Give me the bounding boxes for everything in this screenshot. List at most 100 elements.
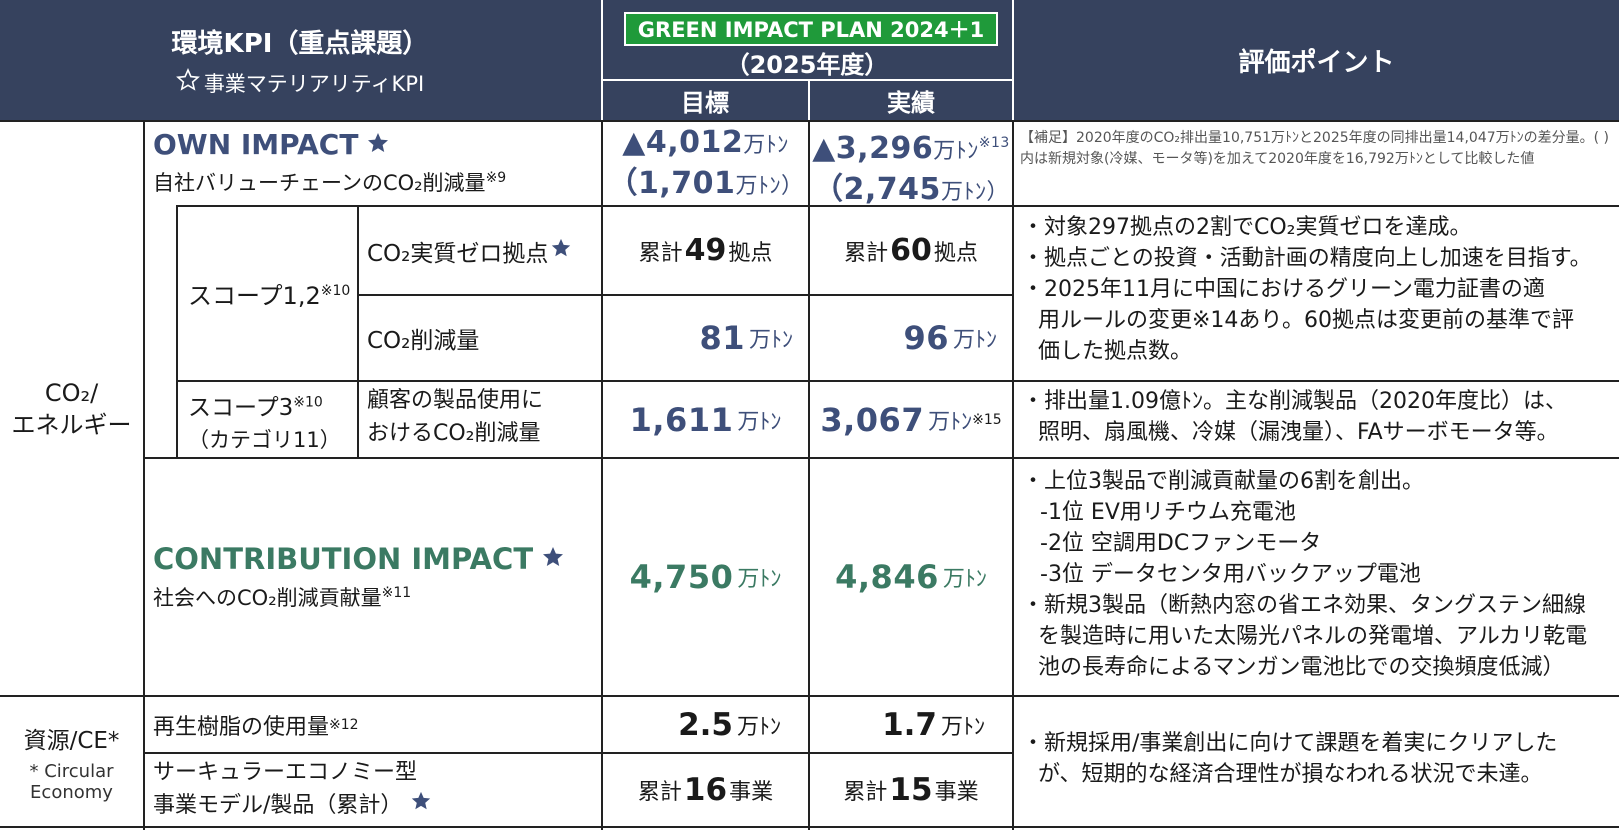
scope3-actual-note: ※15	[972, 411, 1002, 428]
scope3-note: ※10	[293, 394, 323, 411]
category-resource-label: 資源/CE*	[23, 727, 120, 754]
resource-eval: ・新規採用/事業創出に向けて課題を着実にクリアした が、短期的な経済合理性が損な…	[1022, 728, 1614, 798]
scope12-row1-actual-value: 60	[890, 233, 932, 268]
star-icon	[550, 237, 572, 265]
column-eval: 評価ポイント	[1238, 47, 1395, 78]
contribution-eval-line: -1位 EV用リチウム充電池	[1040, 500, 1296, 525]
category-co2: CO₂/ エネルギー	[0, 122, 143, 695]
row-divider	[176, 380, 1619, 382]
scope3-actual: 3,067 万ﾄﾝ ※15	[810, 382, 1012, 457]
contribution-eval-line: 池の長寿命によるマンガン電池比での交換頻度低減）	[1038, 655, 1565, 680]
scope12-note: ※10	[320, 283, 351, 299]
own-actual-note: ※13	[978, 135, 1010, 151]
resin-target: 2.5 万ﾄﾝ	[603, 697, 781, 752]
resource-eval-line2: が、短期的な経済合理性が損なわれる状況で未達。	[1038, 762, 1543, 787]
own-target-sub: （1,701	[607, 166, 736, 201]
scope12-row2-target-unit: 万ﾄﾝ	[748, 328, 793, 353]
col-divider	[1012, 120, 1014, 830]
contribution-eval-line: を製造時に用いた太陽光パネルの発電増、アルカリ乾電	[1038, 624, 1588, 649]
contribution-cell: CONTRIBUTION IMPACT 社会へのCO₂削減貢献量※11	[153, 459, 601, 695]
header-divider	[808, 80, 810, 120]
star-icon	[366, 131, 390, 159]
row-divider	[0, 826, 1619, 828]
scope12-row1-actual-prefix: 累計	[844, 240, 889, 266]
contribution-actual-unit: 万ﾄﾝ	[942, 567, 987, 592]
own-impact-cell: OWN IMPACT 自社バリューチェーンのCO₂削減量※9	[153, 128, 601, 206]
plan-badge: GREEN IMPACT PLAN 2024＋1	[624, 12, 998, 46]
header-divider	[1012, 0, 1014, 120]
scope12-eval-line: ・2025年11月に中国におけるグリーン電力証書の適	[1022, 277, 1545, 302]
own-target-value: ▲4,012	[622, 125, 744, 160]
scope12-eval-line: ・拠点ごとの投資・活動計画の精度向上し加速を目指す。	[1022, 246, 1592, 271]
scope12-row1-item-text: CO₂実質ゼロ拠点	[367, 240, 549, 267]
circular-actual-unit: 事業	[934, 780, 979, 805]
category-resource: 資源/CE* * Circular Economy	[0, 697, 143, 826]
scope12-row1-target: 累計 49 拠点	[603, 207, 808, 294]
circular-target-value: 16	[683, 772, 728, 808]
contribution-actual: 4,846 万ﾄﾝ	[810, 459, 1012, 695]
own-actual-sub: （2,745	[813, 172, 941, 207]
resin-item: 再生樹脂の使用量 ※12	[153, 697, 601, 752]
scope3-actual-unit: 万ﾄﾝ	[928, 409, 973, 435]
scope3-eval-line: ・排出量1.09億ﾄﾝ。主な削減製品（2020年度比）は、	[1022, 389, 1567, 414]
header-divider	[602, 79, 1012, 81]
row-divider	[0, 695, 1619, 697]
contribution-eval-line: -2位 空調用DCファンモータ	[1040, 531, 1322, 556]
kpi-subtitle-row: 事業マテリアリティKPI	[175, 68, 424, 98]
header-divider	[601, 0, 603, 120]
scope12-row2-actual-value: 96	[903, 319, 949, 357]
scope3-eval-line: 照明、扇風機、冷媒（漏洩量）、FAサーボモータ等。	[1038, 420, 1559, 445]
contribution-target-value: 4,750	[629, 558, 734, 596]
resin-actual-unit: 万ﾄﾝ	[940, 714, 985, 740]
scope12-row2-actual: 96 万ﾄﾝ	[810, 296, 997, 380]
resin-note: ※12	[329, 716, 359, 733]
star-outline-icon	[175, 68, 200, 97]
scope3-eval: ・排出量1.09億ﾄﾝ。主な削減製品（2020年度比）は、 照明、扇風機、冷媒（…	[1022, 386, 1614, 456]
scope3-category: （カテゴリ11）	[188, 428, 341, 452]
scope12-row1-actual-unit: 拠点	[933, 240, 978, 266]
row-divider	[176, 205, 1619, 207]
scope12-row1-actual: 累計 60 拠点	[810, 207, 1012, 294]
own-target-unit: 万ﾄﾝ	[743, 133, 789, 158]
own-target-sub-unit: 万ﾄﾝ）	[735, 174, 804, 199]
row-divider	[143, 752, 1012, 754]
scope3-label-cell: スコープ3※10 （カテゴリ11）	[178, 382, 357, 457]
scope12-row2-actual-unit: 万ﾄﾝ	[952, 328, 997, 353]
circular-target: 累計 16 事業	[603, 754, 808, 826]
contribution-note: ※11	[381, 585, 412, 601]
scope12-label: スコープ1,2	[188, 282, 321, 310]
star-icon	[541, 545, 565, 573]
plan-year: （2025年度）	[725, 50, 889, 79]
column-target: 目標	[681, 88, 729, 117]
scope3-item-line1: 顧客の製品使用に	[367, 388, 544, 413]
scope12-row1-target-unit: 拠点	[728, 240, 773, 266]
resin-target-value: 2.5	[678, 706, 733, 743]
contribution-eval-line: ・新規3製品（断熱内窓の省エネ効果、タングステン細線	[1022, 593, 1586, 618]
own-actual-sub-unit: 万ﾄﾝ）	[940, 180, 1009, 205]
circular-target-unit: 事業	[729, 780, 774, 805]
ce-note-line1: * Circular	[29, 760, 114, 782]
own-impact-desc: 自社バリューチェーンのCO₂削減量	[153, 171, 486, 195]
contribution-eval-line: -3位 データセンタ用バックアップ電池	[1040, 562, 1421, 587]
contribution-eval: ・上位3製品で削減貢献量の6割を創出。 -1位 EV用リチウム充電池 -2位 空…	[1022, 466, 1614, 692]
circular-target-prefix: 累計	[637, 780, 682, 805]
circular-item-line1: サーキュラーエコノミー型	[153, 760, 418, 785]
circular-actual-prefix: 累計	[843, 780, 888, 805]
col-divider	[357, 205, 359, 457]
kpi-header-cell: 環境KPI（重点課題） 事業マテリアリティKPI	[0, 0, 600, 120]
resin-item-text: 再生樹脂の使用量	[153, 714, 330, 740]
plan-badge-text: GREEN IMPACT PLAN 2024＋1	[637, 18, 985, 42]
scope3-target-value: 1,611	[629, 400, 734, 439]
contribution-title: CONTRIBUTION IMPACT	[153, 542, 534, 576]
scope12-eval-line: 用ルールの変更※14あり。60拠点は変更前の基準で評	[1038, 308, 1574, 333]
row-divider	[143, 457, 1619, 459]
star-icon	[410, 789, 432, 822]
column-actual: 実績	[887, 88, 935, 117]
scope12-row2-target-value: 81	[699, 319, 745, 357]
contribution-eval-line: ・上位3製品で削減貢献量の6割を創出。	[1022, 469, 1424, 494]
col-divider	[808, 120, 810, 830]
scope12-row1-target-prefix: 累計	[638, 240, 683, 266]
scope12-eval: ・対象297拠点の2割でCO₂実質ゼロを達成。 ・拠点ごとの投資・活動計画の精度…	[1022, 212, 1614, 380]
scope12-eval-line: 価した拠点数。	[1038, 339, 1193, 364]
scope3-item: 顧客の製品使用に おけるCO₂削減量	[367, 384, 601, 457]
